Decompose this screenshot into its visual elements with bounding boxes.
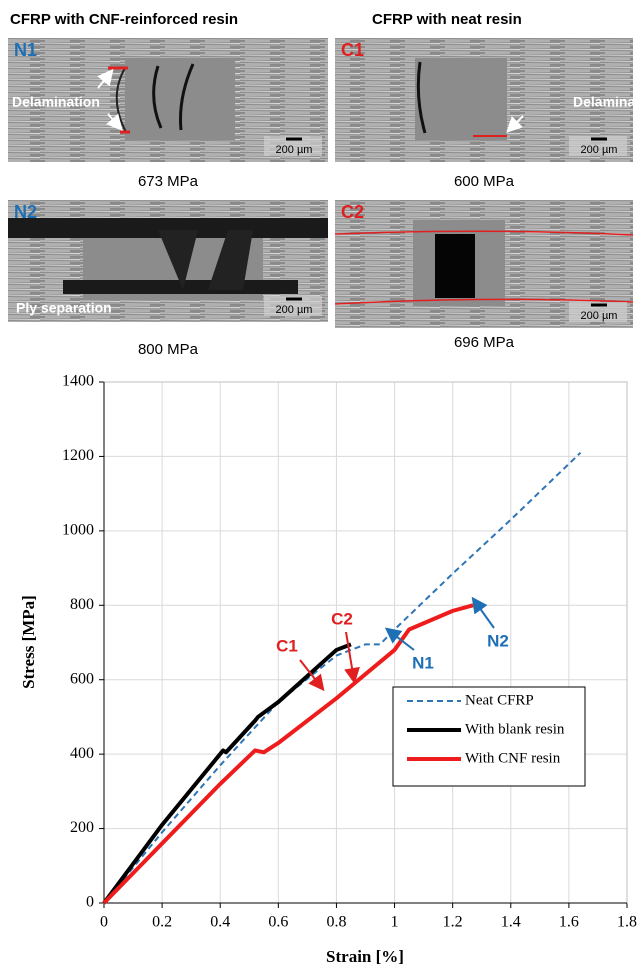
panel-annotation: Delamination xyxy=(12,94,100,110)
panel-caption: 600 MPa xyxy=(454,173,515,190)
series-line xyxy=(104,453,581,903)
panel-annotation: Delamination xyxy=(573,94,642,110)
panel-label: C2 xyxy=(341,202,364,222)
annotation: N2 xyxy=(487,631,509,650)
x-tick-label: 1 xyxy=(391,914,399,931)
x-tick-label: 0.4 xyxy=(210,914,230,931)
y-tick-label: 1400 xyxy=(62,373,94,390)
annotation-arrow xyxy=(474,600,494,628)
y-tick-label: 0 xyxy=(86,894,94,911)
scale-label: 200 µm xyxy=(581,310,618,322)
y-tick-label: 200 xyxy=(70,819,94,836)
x-tick-label: 1.2 xyxy=(443,914,463,931)
panel-caption: 696 MPa xyxy=(454,334,515,351)
x-tick-label: 0.2 xyxy=(152,914,172,931)
legend-label: With blank resin xyxy=(465,721,565,737)
x-tick-label: 0.6 xyxy=(268,914,288,931)
scale-label: 200 µm xyxy=(276,304,313,316)
y-tick-label: 400 xyxy=(70,745,94,762)
annotation-arrow xyxy=(388,630,414,650)
annotation-arrow xyxy=(346,632,354,680)
x-axis-title: Strain [%] xyxy=(326,947,404,966)
x-tick-label: 0.8 xyxy=(326,914,346,931)
y-tick-label: 600 xyxy=(70,670,94,687)
legend-label: Neat CFRP xyxy=(465,692,534,708)
x-tick-label: 0 xyxy=(100,914,108,931)
column-header: CFRP with CNF-reinforced resin xyxy=(10,11,238,28)
scale-label: 200 µm xyxy=(276,144,313,156)
x-tick-label: 1.6 xyxy=(559,914,579,931)
annotation: C2 xyxy=(331,609,353,628)
x-tick-label: 1.8 xyxy=(617,914,637,931)
panel-annotation: Ply separation xyxy=(16,300,112,316)
figure: CFRP with CNF-reinforced resin CFRP with… xyxy=(0,0,642,971)
column-header: CFRP with neat resin xyxy=(372,11,522,28)
y-tick-label: 1200 xyxy=(62,447,94,464)
annotation: C1 xyxy=(276,636,298,655)
specimen-region xyxy=(415,58,507,140)
annotation: N1 xyxy=(412,653,434,672)
crack xyxy=(435,234,475,298)
panel-label: C1 xyxy=(341,40,364,60)
panel-label: N2 xyxy=(14,202,37,222)
panel-caption: 800 MPa xyxy=(138,341,199,358)
y-tick-label: 800 xyxy=(70,596,94,613)
panel-caption: 673 MPa xyxy=(138,173,199,190)
y-axis-title: Stress [MPa] xyxy=(19,595,38,689)
legend-label: With CNF resin xyxy=(465,750,561,766)
panel-label: N1 xyxy=(14,40,37,60)
x-tick-label: 1.4 xyxy=(501,914,521,931)
y-tick-label: 1000 xyxy=(62,522,94,539)
scale-label: 200 µm xyxy=(581,144,618,156)
